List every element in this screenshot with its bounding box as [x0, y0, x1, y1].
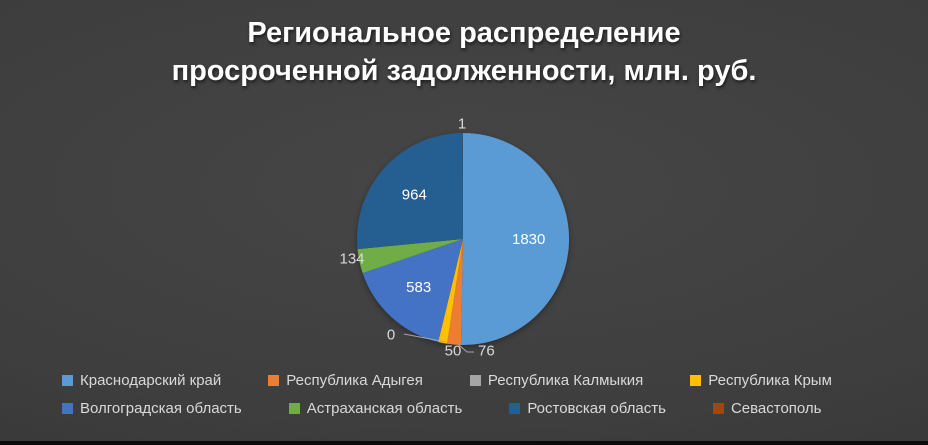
pie-slice-4 — [362, 239, 463, 343]
legend-marker — [268, 375, 280, 386]
legend-item-4: Волгоградская область — [62, 400, 242, 417]
legend-marker — [690, 375, 702, 386]
data-label-2: 0 — [387, 327, 395, 344]
chart-title: Региональное распределение просроченной … — [0, 14, 928, 90]
legend-label: Республика Крым — [708, 372, 832, 389]
legend-item-7: Севастополь — [712, 400, 822, 417]
pie-slice-6 — [357, 133, 463, 250]
data-label-4: 583 — [406, 279, 431, 296]
pie-labels-group: 1830 76 0 50 583 134 964 1 — [339, 116, 545, 360]
legend-label: Ростовская область — [527, 400, 666, 417]
legend-marker — [509, 403, 521, 414]
data-label-1: 76 — [478, 343, 495, 360]
legend-label: Республика Калмыкия — [487, 372, 644, 389]
legend-marker — [62, 375, 73, 386]
legend-marker — [288, 403, 300, 414]
legend-item-0: Краснодарский край — [62, 372, 221, 389]
leader-line — [457, 343, 474, 353]
bottom-strip — [0, 441, 928, 445]
leader-line — [403, 333, 447, 343]
legend-label: Краснодарский край — [80, 372, 222, 389]
pie-slice-3 — [438, 239, 463, 344]
chart-legend: Краснодарский край Республика Адыгея Респу… — [62, 372, 898, 417]
legend-item-5: Астраханская область — [288, 400, 463, 417]
data-label-5: 134 — [339, 251, 364, 268]
data-label-3: 50 — [445, 343, 462, 360]
legend-item-3: Республика Крым — [690, 372, 832, 389]
legend-marker — [712, 403, 724, 414]
data-label-7: 1 — [458, 116, 466, 133]
legend-marker — [62, 403, 73, 414]
pie-slice-0 — [460, 132, 570, 345]
legend-item-2: Республика Калмыкия — [469, 372, 644, 389]
legend-label: Севастополь — [730, 400, 822, 417]
legend-item-1: Республика Адыгея — [268, 372, 423, 389]
pie-slices-group — [357, 132, 570, 345]
legend-label: Волгоградская область — [80, 400, 242, 417]
chart-title-line-1: Региональное распределение — [247, 17, 681, 49]
legend-label: Астраханская область — [306, 400, 463, 417]
data-label-6: 964 — [402, 186, 427, 203]
legend-marker — [469, 375, 481, 386]
legend-label: Республика Адыгея — [286, 372, 423, 389]
pie-slice-1 — [447, 239, 463, 345]
chart-title-line-2: просроченной задолженности, млн. руб. — [171, 55, 757, 87]
legend-item-6: Ростовская область — [509, 400, 666, 417]
data-label-0: 1830 — [512, 231, 545, 248]
legend-row-2: Волгоградская область Астраханская област… — [62, 400, 898, 417]
legend-row-1: Краснодарский край Республика Адыгея Респу… — [62, 372, 898, 389]
pie-slice-5 — [357, 239, 463, 274]
